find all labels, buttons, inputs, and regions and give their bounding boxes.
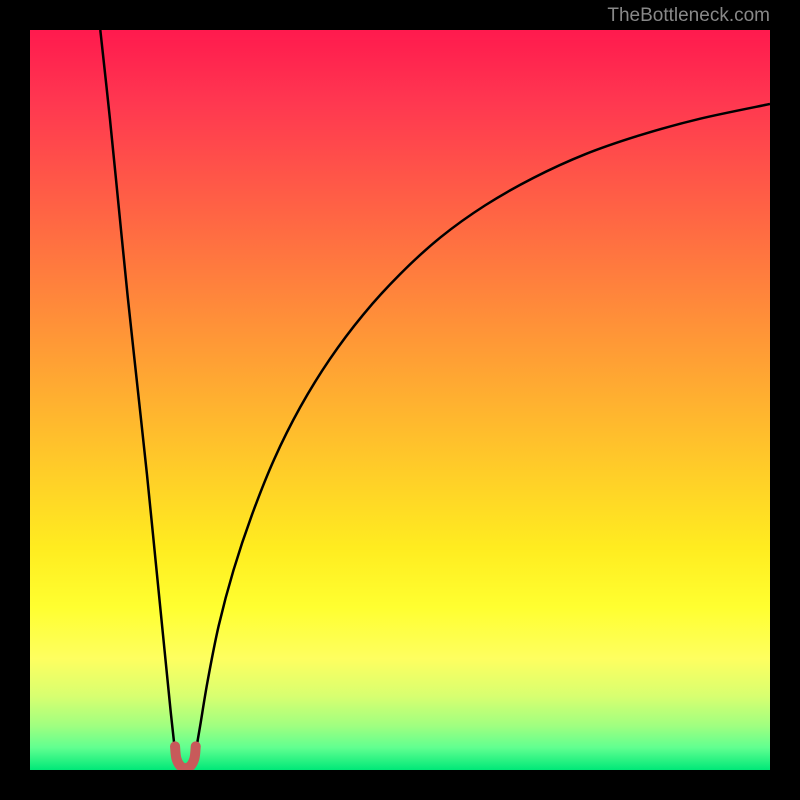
right-curve: [196, 104, 770, 752]
bottleneck-marker: [175, 746, 196, 768]
curve-overlay: [30, 30, 770, 770]
bottleneck-chart: [30, 30, 770, 770]
plot-area: [30, 30, 770, 770]
watermark-text: TheBottleneck.com: [607, 5, 770, 27]
left-curve: [100, 30, 175, 752]
